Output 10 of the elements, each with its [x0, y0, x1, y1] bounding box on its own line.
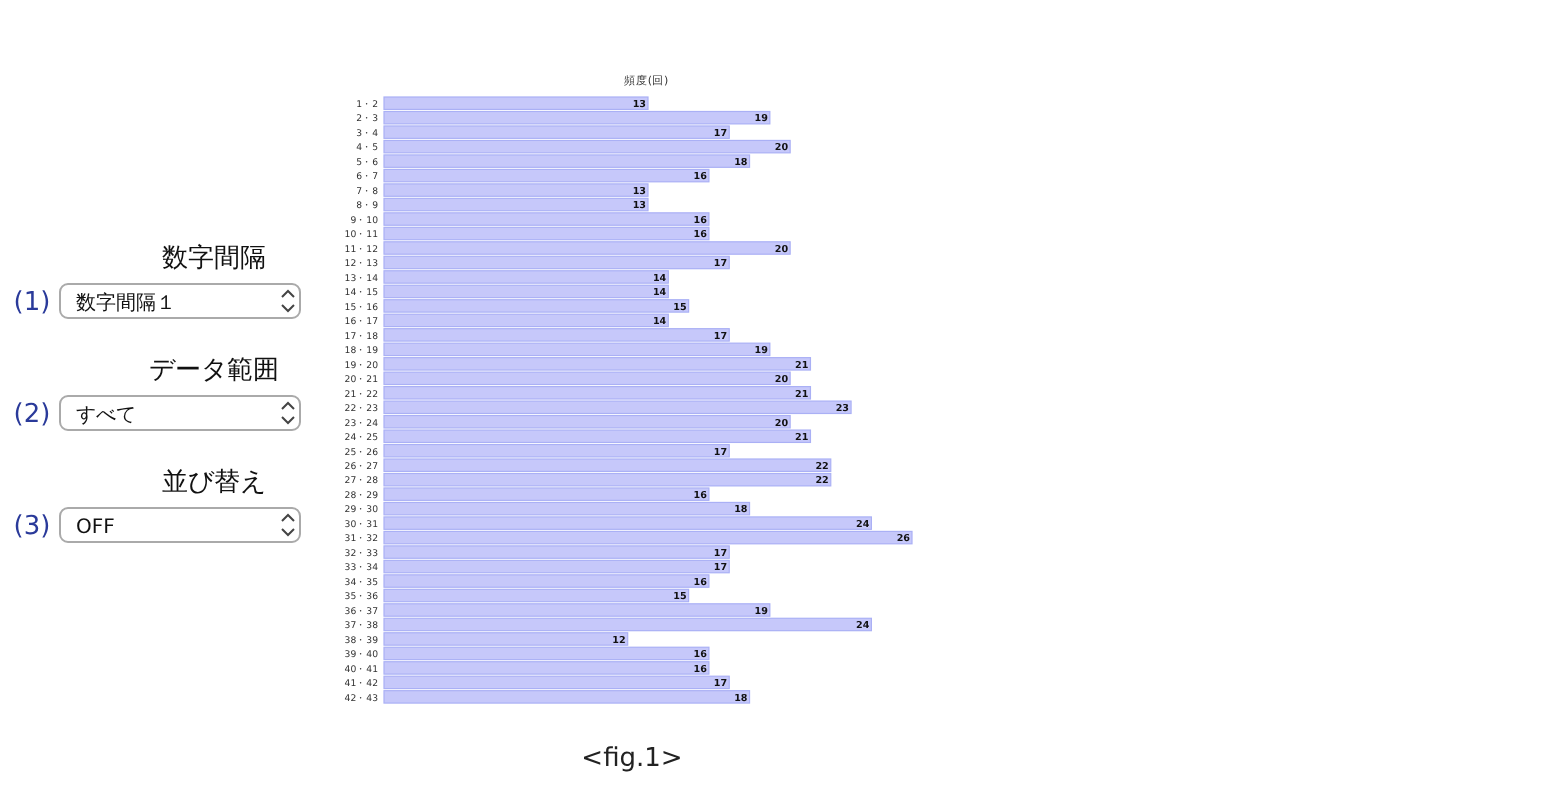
text: 数字間隔１	[76, 291, 176, 315]
text: (1)	[13, 288, 51, 318]
text: データ範囲	[149, 356, 279, 386]
text: 並び替え	[162, 468, 266, 498]
text: すべて	[76, 405, 136, 427]
text: 数字間隔	[162, 242, 266, 274]
text: (3)	[13, 512, 51, 542]
text: (2)	[13, 400, 51, 430]
text: <fig.1>	[581, 744, 683, 774]
text: OFF	[76, 517, 116, 539]
